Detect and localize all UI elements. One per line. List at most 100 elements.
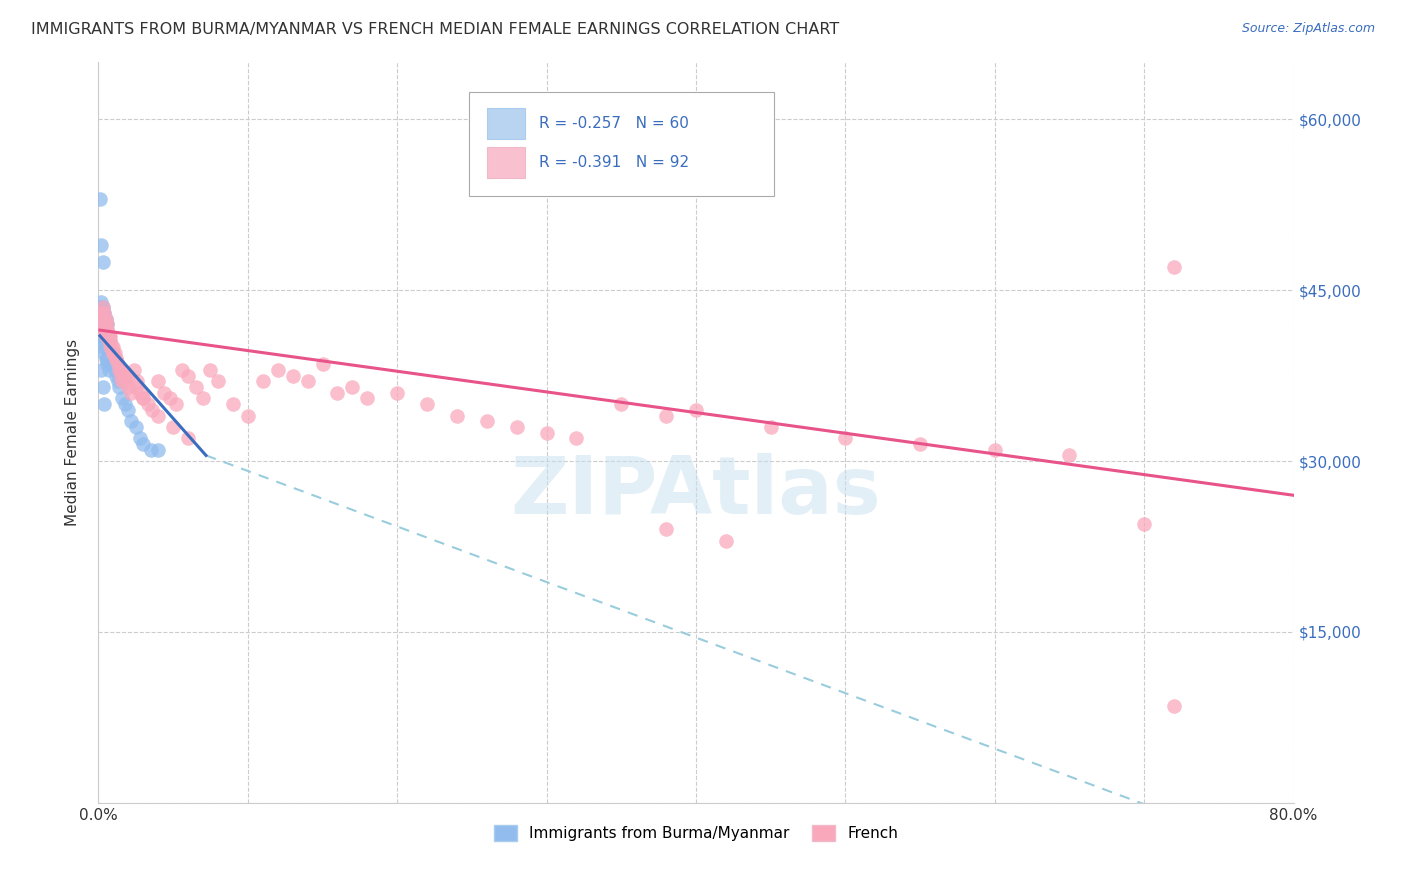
Point [94, 323, 117, 337]
Point [93, 346, 115, 360]
Point [97, 363, 120, 377]
Point [91, 380, 114, 394]
Point [117, 380, 139, 394]
FancyBboxPatch shape [470, 92, 773, 195]
Point [610, 397, 633, 411]
Point [714, 533, 737, 548]
Point [105, 351, 128, 366]
Point [446, 409, 468, 423]
Point [110, 368, 132, 383]
Point [759, 420, 782, 434]
Point [385, 385, 409, 400]
Point [112, 368, 135, 383]
Point [139, 442, 162, 457]
Point [91, 323, 114, 337]
Point [94, 328, 117, 343]
Point [90, 306, 112, 320]
Point [117, 368, 139, 383]
Point [177, 368, 200, 383]
Point [1163, 698, 1185, 713]
FancyBboxPatch shape [486, 147, 524, 178]
Point [89, 318, 111, 332]
Point [94, 351, 117, 366]
Point [326, 385, 349, 400]
Point [148, 375, 170, 389]
Point [90, 334, 112, 349]
Point [120, 385, 142, 400]
Point [506, 420, 529, 434]
Point [93, 318, 115, 332]
Point [93, 306, 115, 320]
Point [311, 357, 333, 371]
Point [93, 311, 115, 326]
Point [91, 254, 114, 268]
Point [89, 323, 111, 337]
Point [236, 409, 259, 423]
Point [96, 328, 118, 343]
Point [125, 420, 148, 434]
Text: IMMIGRANTS FROM BURMA/MYANMAR VS FRENCH MEDIAN FEMALE EARNINGS CORRELATION CHART: IMMIGRANTS FROM BURMA/MYANMAR VS FRENCH … [31, 22, 839, 37]
Point [97, 328, 120, 343]
Point [96, 357, 118, 371]
Point [98, 340, 122, 354]
Text: R = -0.257   N = 60: R = -0.257 N = 60 [540, 116, 689, 131]
Point [207, 375, 229, 389]
FancyBboxPatch shape [486, 108, 524, 139]
Point [114, 375, 136, 389]
Point [416, 397, 439, 411]
Point [94, 311, 117, 326]
Point [1163, 260, 1185, 275]
Point [89, 306, 111, 320]
Point [184, 380, 207, 394]
Point [148, 409, 170, 423]
Point [90, 306, 112, 320]
Point [984, 442, 1007, 457]
Point [94, 323, 117, 337]
Point [97, 334, 120, 349]
Point [89, 318, 111, 332]
Point [93, 397, 115, 411]
Point [89, 323, 111, 337]
Point [105, 351, 128, 366]
Point [101, 351, 124, 366]
Point [94, 323, 117, 337]
Text: ZIPAtlas: ZIPAtlas [510, 453, 882, 531]
Point [91, 301, 114, 315]
Point [200, 363, 222, 377]
Point [97, 328, 120, 343]
Point [101, 340, 124, 354]
Point [91, 306, 114, 320]
Point [90, 237, 112, 252]
Point [129, 431, 152, 445]
Point [96, 351, 118, 366]
Point [91, 311, 114, 326]
Point [124, 363, 146, 377]
Point [165, 397, 187, 411]
Point [132, 392, 155, 406]
Point [655, 409, 678, 423]
Point [103, 346, 125, 360]
Point [101, 346, 124, 360]
Point [159, 392, 181, 406]
Point [655, 523, 678, 537]
Text: R = -0.391   N = 92: R = -0.391 N = 92 [540, 155, 689, 169]
Point [105, 368, 128, 383]
Point [96, 334, 118, 349]
Point [96, 328, 118, 343]
Point [132, 437, 155, 451]
Point [117, 402, 139, 417]
Point [565, 431, 588, 445]
Point [141, 402, 163, 417]
Point [107, 375, 129, 389]
Point [111, 392, 134, 406]
Point [91, 340, 114, 354]
Point [96, 323, 118, 337]
Point [110, 363, 132, 377]
Point [626, 158, 648, 172]
Point [342, 380, 364, 394]
Point [536, 425, 558, 440]
Point [103, 351, 125, 366]
Point [96, 328, 118, 343]
Point [267, 363, 290, 377]
Point [97, 340, 120, 354]
